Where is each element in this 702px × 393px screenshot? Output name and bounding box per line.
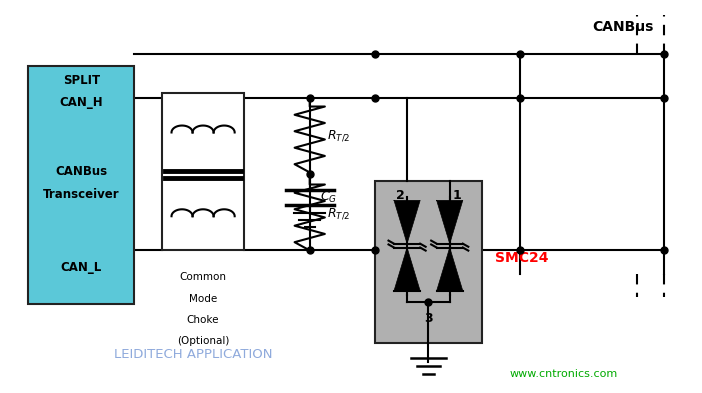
Text: 2: 2 bbox=[396, 189, 404, 202]
Text: 1: 1 bbox=[452, 189, 461, 202]
Text: $R_{T/2}$: $R_{T/2}$ bbox=[327, 206, 350, 221]
Text: Common: Common bbox=[180, 272, 227, 283]
Polygon shape bbox=[394, 200, 420, 244]
Polygon shape bbox=[437, 200, 463, 244]
Text: $C_G$: $C_G$ bbox=[320, 190, 337, 205]
Polygon shape bbox=[394, 248, 420, 291]
Text: Mode: Mode bbox=[189, 294, 217, 303]
Text: (Optional): (Optional) bbox=[177, 336, 230, 346]
Bar bbox=[162, 92, 244, 250]
Text: CAN_L: CAN_L bbox=[60, 261, 102, 274]
Text: LEIDITECH APPLICATION: LEIDITECH APPLICATION bbox=[114, 348, 272, 361]
Text: CANBus: CANBus bbox=[55, 165, 107, 178]
Text: www.cntronics.com: www.cntronics.com bbox=[509, 369, 618, 379]
Text: Choke: Choke bbox=[187, 315, 219, 325]
Text: $R_{T/2}$: $R_{T/2}$ bbox=[327, 128, 350, 143]
Text: SMC24: SMC24 bbox=[496, 251, 549, 265]
Bar bbox=[27, 66, 134, 304]
Text: 3: 3 bbox=[424, 312, 432, 325]
Text: CANBus: CANBus bbox=[592, 20, 654, 34]
Polygon shape bbox=[437, 248, 463, 291]
Text: Transceiver: Transceiver bbox=[43, 188, 119, 201]
Text: CAN_H: CAN_H bbox=[60, 95, 103, 108]
Bar bbox=[375, 181, 482, 343]
Text: SPLIT: SPLIT bbox=[62, 74, 100, 88]
